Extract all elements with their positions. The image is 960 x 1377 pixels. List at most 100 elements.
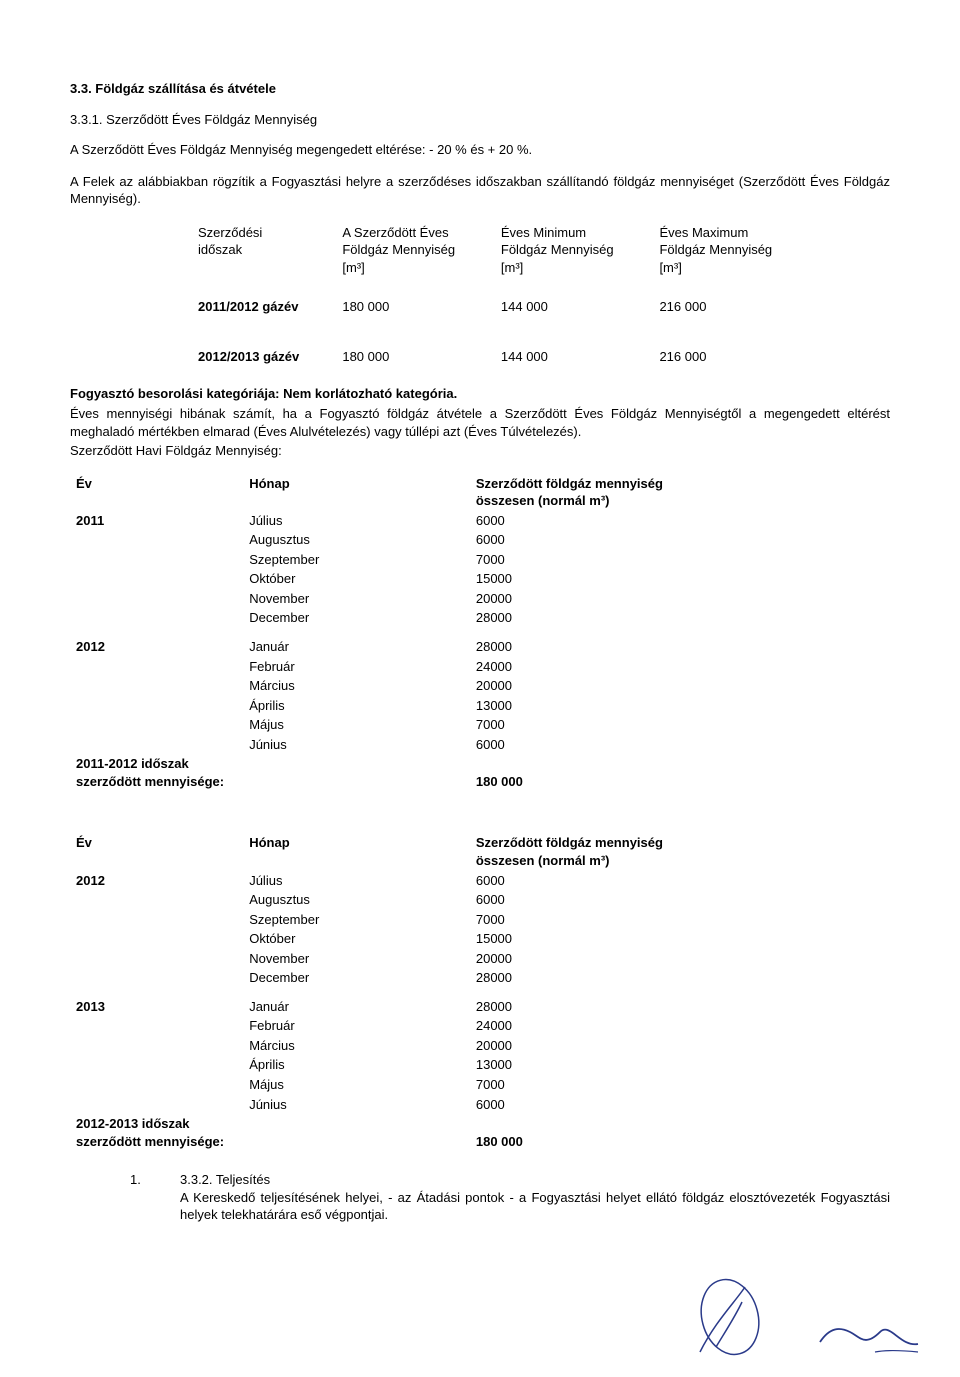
table-row: 2012Július6000: [70, 871, 750, 891]
cell-value: 13000: [470, 696, 750, 716]
cell-month: Február: [243, 1016, 470, 1036]
cell-value: 28000: [470, 988, 750, 1017]
cell-month: Március: [243, 676, 470, 696]
paragraph-deviation-def: Éves mennyiségi hibának számít, ha a Fog…: [70, 405, 890, 440]
header-value-l2: összesen (normál m³): [476, 853, 610, 868]
cell-year: [70, 1095, 243, 1115]
cell-min: 144 000: [493, 318, 652, 368]
heading-3-3-1: 3.3.1. Szerződött Éves Földgáz Mennyiség: [70, 111, 890, 129]
cell-year: [70, 608, 243, 628]
cell-value: 7000: [470, 550, 750, 570]
paragraph-allowed-deviation: A Szerződött Éves Földgáz Mennyiség mege…: [70, 141, 890, 159]
cell-year: 2013: [70, 988, 243, 1017]
cell-year: 2011: [70, 511, 243, 531]
header-min-unit: [m³]: [501, 260, 523, 275]
cell-value: 24000: [470, 1016, 750, 1036]
signature-area: [520, 1272, 920, 1362]
cell-year: [70, 929, 243, 949]
cell-year: [70, 1075, 243, 1095]
cell-month: Október: [243, 929, 470, 949]
cell-contracted: 180 000: [334, 318, 493, 368]
cell-value: 28000: [470, 968, 750, 988]
table-row: November20000: [70, 589, 750, 609]
cell-month: Január: [243, 988, 470, 1017]
cell-max: 216 000: [651, 318, 810, 368]
table-row: 2011Július6000: [70, 511, 750, 531]
cell-month: Július: [243, 871, 470, 891]
table-row: Október15000: [70, 929, 750, 949]
cell-year: [70, 530, 243, 550]
cell-year: [70, 589, 243, 609]
table-row: Szeptember7000: [70, 550, 750, 570]
table-header-row: Év Hónap Szerződött földgáz mennyiség ös…: [70, 833, 750, 870]
cell-month: Szeptember: [243, 550, 470, 570]
cell-year: [70, 1016, 243, 1036]
cell-year: [70, 1055, 243, 1075]
cell-value: 15000: [470, 569, 750, 589]
cell-min: 144 000: [493, 278, 652, 318]
monthly-table-1: Év Hónap Szerződött földgáz mennyiség ös…: [70, 474, 750, 792]
total-label: 2012-2013 időszak szerződött mennyisége:: [70, 1114, 470, 1151]
header-period-l2: időszak: [198, 242, 242, 257]
cell-month: Február: [243, 657, 470, 677]
table-row: Szeptember7000: [70, 910, 750, 930]
footer-section: 1. 3.3.2. Teljesítés A Kereskedő teljesí…: [70, 1171, 890, 1224]
table-row: Április13000: [70, 696, 750, 716]
cell-value: 6000: [470, 735, 750, 755]
header-min-l1: Éves Minimum: [501, 225, 586, 240]
header-max-l2: Földgáz Mennyiség: [659, 242, 772, 257]
cell-year: 2012: [70, 628, 243, 657]
cell-year: [70, 550, 243, 570]
cell-max: 216 000: [651, 278, 810, 318]
cell-month: Május: [243, 715, 470, 735]
cell-month: Június: [243, 735, 470, 755]
header-period-l1: Szerződési: [198, 225, 262, 240]
table-row: Április13000: [70, 1055, 750, 1075]
total-row: 2012-2013 időszak szerződött mennyisége:…: [70, 1114, 750, 1151]
cell-year: [70, 735, 243, 755]
cell-month: December: [243, 608, 470, 628]
table-row: November20000: [70, 949, 750, 969]
cell-month: Január: [243, 628, 470, 657]
table-row: Február24000: [70, 657, 750, 677]
cell-month: Május: [243, 1075, 470, 1095]
cell-contracted: 180 000: [334, 278, 493, 318]
header-max-l1: Éves Maximum: [659, 225, 748, 240]
cell-value: 28000: [470, 608, 750, 628]
cell-value: 6000: [470, 871, 750, 891]
table-row: 2013Január28000: [70, 988, 750, 1017]
cell-year: 2012: [70, 871, 243, 891]
cell-value: 20000: [470, 589, 750, 609]
total-label-l1: 2011-2012 időszak: [76, 756, 189, 771]
cell-year: [70, 696, 243, 716]
table-row: December28000: [70, 608, 750, 628]
footer-number: 1.: [130, 1171, 150, 1224]
table-row: Augusztus6000: [70, 890, 750, 910]
cell-value: 20000: [470, 676, 750, 696]
table-row: Május7000: [70, 715, 750, 735]
cell-value: 7000: [470, 910, 750, 930]
table-row: Augusztus6000: [70, 530, 750, 550]
footer-body: 3.3.2. Teljesítés A Kereskedő teljesítés…: [180, 1171, 890, 1224]
header-year: Év: [70, 833, 243, 870]
cell-month: Június: [243, 1095, 470, 1115]
cell-year: [70, 657, 243, 677]
table-row: December28000: [70, 968, 750, 988]
total-label: 2011-2012 időszak szerződött mennyisége:: [70, 754, 470, 791]
table-header-row: Szerződési időszak A Szerződött Éves Föl…: [190, 222, 810, 279]
cell-value: 15000: [470, 929, 750, 949]
cell-period: 2011/2012 gázév: [190, 278, 334, 318]
table-row: Március20000: [70, 676, 750, 696]
table-header-row: Év Hónap Szerződött földgáz mennyiség ös…: [70, 474, 750, 511]
table-row: Június6000: [70, 1095, 750, 1115]
cell-value: 20000: [470, 1036, 750, 1056]
cell-month: December: [243, 968, 470, 988]
heading-3-3: 3.3. Földgáz szállítása és átvétele: [70, 80, 890, 98]
footer-heading: 3.3.2. Teljesítés: [180, 1172, 270, 1187]
cell-value: 13000: [470, 1055, 750, 1075]
header-month: Hónap: [243, 474, 470, 511]
category-prefix: Fogyasztó besorolási kategóriája:: [70, 386, 283, 401]
cell-month: Szeptember: [243, 910, 470, 930]
cell-month: November: [243, 949, 470, 969]
header-min-l2: Földgáz Mennyiség: [501, 242, 614, 257]
